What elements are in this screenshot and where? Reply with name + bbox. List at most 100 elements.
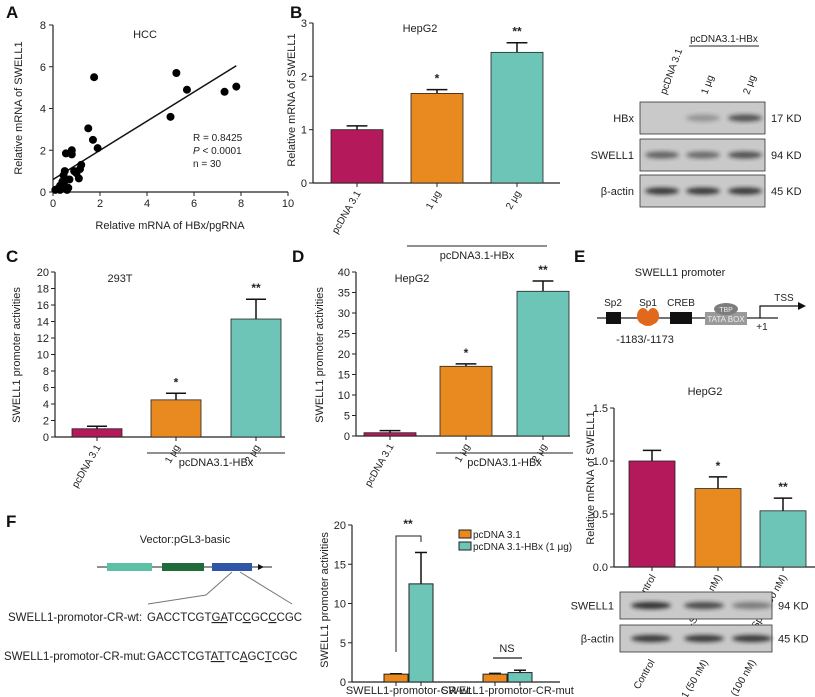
plus1-label: +1 — [756, 322, 768, 333]
sequence-segment: T — [265, 651, 272, 663]
tss-arrow-icon — [759, 305, 798, 318]
bar — [482, 673, 508, 683]
legend-swatch — [458, 541, 472, 551]
bar — [507, 672, 533, 683]
vector-diagram: Vector:pGL3-basic SWELL1-promotor-CR-wt:… — [4, 534, 302, 663]
blot-lane-label: pcDNA 3.1 — [658, 47, 685, 96]
x-tick-label: pcDNA 3.1 — [70, 443, 104, 490]
significance-label: ** — [251, 281, 261, 295]
blot-size-label: 45 KD — [778, 634, 809, 646]
group-label: pcDNA3.1-HBx — [467, 457, 542, 469]
x-tick-label: SWELL1-promotor-CR-mut — [441, 685, 574, 697]
blot-band — [728, 114, 762, 122]
significance-label: * — [435, 72, 440, 86]
tbp-protein-icon — [714, 303, 738, 315]
x-tick-label: 1 μg — [424, 189, 443, 212]
chart-title: HepG2 — [688, 386, 723, 398]
zoom-line-right — [239, 571, 293, 605]
creb-box — [670, 312, 692, 324]
annotation-p: P < 0.0001 — [193, 146, 242, 157]
y-tick-label: 4 — [43, 399, 49, 411]
sp1-protein-icon — [637, 308, 659, 326]
y-tick-label: 20 — [37, 267, 49, 279]
bar — [408, 583, 434, 683]
sequence-segment: CGC — [272, 651, 298, 663]
y-tick-label: 14 — [37, 317, 49, 329]
promoter-diagram: SWELL1 promoter Sp2 Sp1 CREB TATA BOX TB… — [597, 267, 806, 346]
sequence-segment: GC — [251, 612, 268, 624]
blot-band — [732, 635, 772, 642]
sp2-label: Sp2 — [604, 298, 622, 309]
sequence-segment: GACCTCGT — [147, 612, 212, 624]
zoom-line-left — [147, 571, 233, 605]
vector-title: Vector:pGL3-basic — [140, 534, 231, 546]
panel-a-scatter: 0 2 4 6 8 10 0 2 4 6 8 HCC Relative mRNA of HBx/pgRN… — [13, 20, 294, 232]
mut-sequence-label: SWELL1-promotor-CR-mut: — [4, 651, 146, 663]
tata-label: TATA BOX — [707, 315, 745, 324]
tata-box — [705, 312, 747, 325]
y-tick-label: 18 — [37, 284, 49, 296]
tbp-label: TBP — [719, 307, 733, 314]
vector-arrow-icon — [258, 564, 264, 570]
x-tick-label: 0 — [50, 198, 56, 210]
blot-lane-label: 2 μg — [741, 74, 758, 96]
y-axis-label: SWELL1 promoter activities — [319, 532, 331, 668]
blot-lane-label: si-Sp1 (100 nM) — [714, 658, 759, 697]
bar — [71, 428, 123, 438]
scatter-point — [232, 82, 241, 91]
blot-band — [728, 187, 762, 195]
blot-row-label: HBx — [613, 113, 634, 125]
x-tick-label: 2 μg — [504, 189, 523, 212]
vector-segment-3 — [212, 563, 252, 571]
bar — [694, 488, 742, 568]
bar — [363, 432, 417, 437]
scatter-point — [67, 150, 76, 159]
blot-band — [631, 602, 671, 609]
blot-size-label: 17 KD — [771, 113, 802, 125]
panel-label-d: D — [292, 247, 304, 266]
sequence-segment: C — [268, 612, 276, 624]
regression-line — [52, 65, 237, 181]
significance-label: NS — [499, 643, 514, 655]
y-tick-label: 1.0 — [593, 456, 608, 468]
promoter-title: SWELL1 promoter — [635, 267, 726, 279]
y-tick-label: 30 — [338, 308, 350, 320]
x-tick-label: 10 — [282, 198, 294, 210]
sequence-segment: GACCTCGT — [147, 651, 212, 663]
chart-title: HepG2 — [403, 23, 438, 35]
y-tick-label: 15 — [338, 370, 350, 382]
y-tick-label: 6 — [40, 62, 46, 74]
scatter-point — [84, 124, 93, 133]
panel-b-western-blot: HBx 17 KD SWELL1 94 KD β-actin 45 KD pcDNA 3.1… — [591, 34, 802, 208]
y-tick-label: 40 — [338, 267, 350, 279]
y-tick-label: 10 — [334, 599, 346, 611]
annotation-n: n = 30 — [193, 159, 222, 170]
significance-label: ** — [538, 263, 548, 277]
y-tick-label: 5 — [344, 411, 350, 423]
sequence-segment: GA — [212, 612, 229, 624]
blot-band — [732, 602, 772, 609]
group-label: pcDNA3.1-HBx — [179, 457, 254, 469]
sequence-segment: TC — [227, 612, 242, 624]
y-tick-label: 0.0 — [593, 562, 608, 574]
panel-label-c: C — [6, 247, 18, 266]
panel-b-bar-chart: 0 1 2 3 HepG2 Relative mRNA of SWELL1 pcDNA 3.… — [286, 18, 560, 262]
significance-bracket — [395, 535, 422, 652]
x-tick-label: 2 — [97, 198, 103, 210]
panel-d-bar-chart: 0 5 10 15 20 25 30 35 40 HepG2 SWELL1 promoter act… — [314, 263, 573, 489]
sequence-segment: GC — [248, 651, 265, 663]
y-axis-label: Relative mRNA of SWELL1 — [13, 41, 25, 174]
blot-lane-label: si-Sp1 (50 nM) — [668, 658, 710, 697]
mut-sequence: GACCTCGTATTCAGCTCGC — [147, 651, 297, 663]
y-tick-label: 2 — [40, 145, 46, 157]
significance-label: * — [464, 346, 469, 360]
blot-group-label: pcDNA3.1-HBx — [690, 34, 758, 45]
significance-label: ** — [778, 480, 788, 494]
chart-title: HCC — [133, 29, 157, 41]
x-tick-label: SWELL1-promotor-CR-wt — [346, 685, 471, 697]
blot-band — [645, 187, 679, 195]
x-tick-label: 6 — [191, 198, 197, 210]
y-tick-label: 12 — [37, 333, 49, 345]
